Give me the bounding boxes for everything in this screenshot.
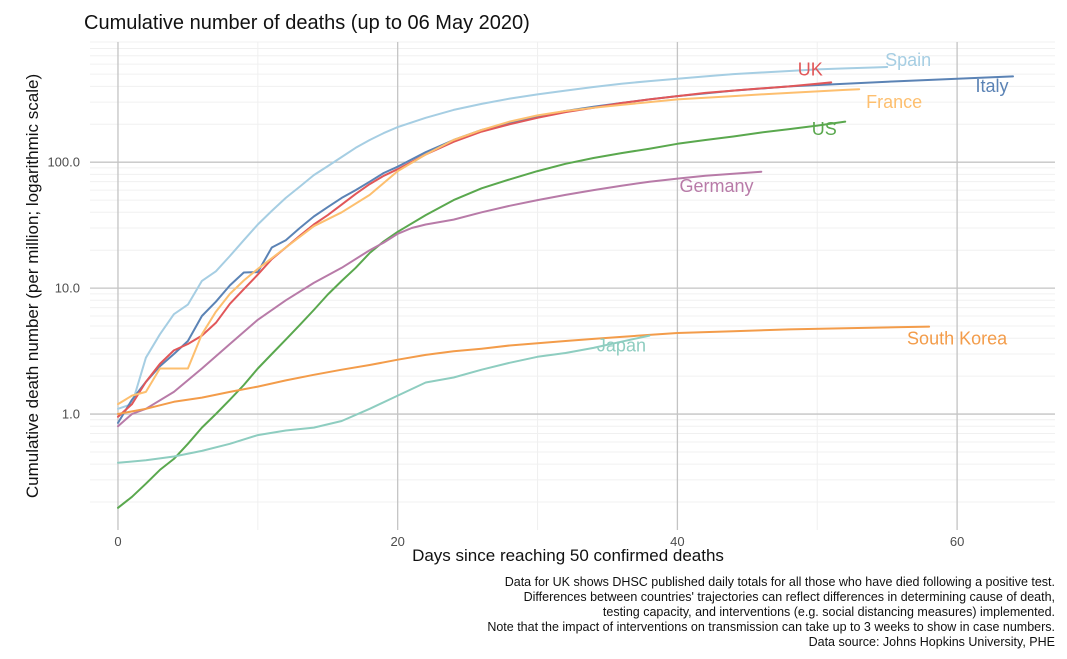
series-line-germany xyxy=(117,170,763,428)
series-line-spain xyxy=(117,66,889,410)
series-label-italy: Italy xyxy=(976,76,1009,96)
tick-layer: 1.0 10.0 100.0 0 20 40 60 xyxy=(47,155,964,549)
series-line-japan xyxy=(117,334,651,464)
series-label-layer: Spain Italy UK France US Germany South Korea Ja… xyxy=(597,50,1009,355)
caption: Data for UK shows DHSC published daily t… xyxy=(487,575,1055,649)
series-label-japan: Japan xyxy=(597,335,646,355)
x-axis-title: Days since reaching 50 confirmed deaths xyxy=(412,546,724,565)
x-tick-label: 0 xyxy=(114,534,121,549)
caption-line: testing capacity, and interventions (e.g… xyxy=(603,605,1055,619)
caption-line: Data for UK shows DHSC published daily t… xyxy=(505,575,1055,589)
series-label-spain: Spain xyxy=(885,50,931,70)
series-line-france xyxy=(117,88,861,406)
y-axis-title: Cumulative death number (per million; lo… xyxy=(23,74,42,498)
series-label-south-korea: South Korea xyxy=(907,329,1008,349)
chart-title: Cumulative number of deaths (up to 06 Ma… xyxy=(84,12,530,34)
series-line-us xyxy=(117,120,847,509)
series-label-germany: Germany xyxy=(680,176,754,196)
series-line-italy xyxy=(117,75,1014,424)
caption-line: Differences between countries' trajector… xyxy=(524,590,1055,604)
caption-source: Data source: Johns Hopkins University, P… xyxy=(809,635,1055,649)
x-tick-label: 40 xyxy=(670,534,684,549)
x-tick-label: 60 xyxy=(950,534,964,549)
series-label-uk: UK xyxy=(798,59,823,79)
series-label-france: France xyxy=(866,92,922,112)
y-tick-label: 100.0 xyxy=(47,155,80,170)
series-label-us: US xyxy=(812,119,837,139)
caption-line: Note that the impact of interventions on… xyxy=(487,620,1055,634)
series-line-south-korea xyxy=(117,325,931,415)
x-tick-label: 20 xyxy=(390,534,404,549)
y-tick-label: 1.0 xyxy=(62,407,80,422)
series-layer xyxy=(117,66,1014,509)
y-tick-label: 10.0 xyxy=(55,281,80,296)
grid-layer xyxy=(90,41,1055,530)
